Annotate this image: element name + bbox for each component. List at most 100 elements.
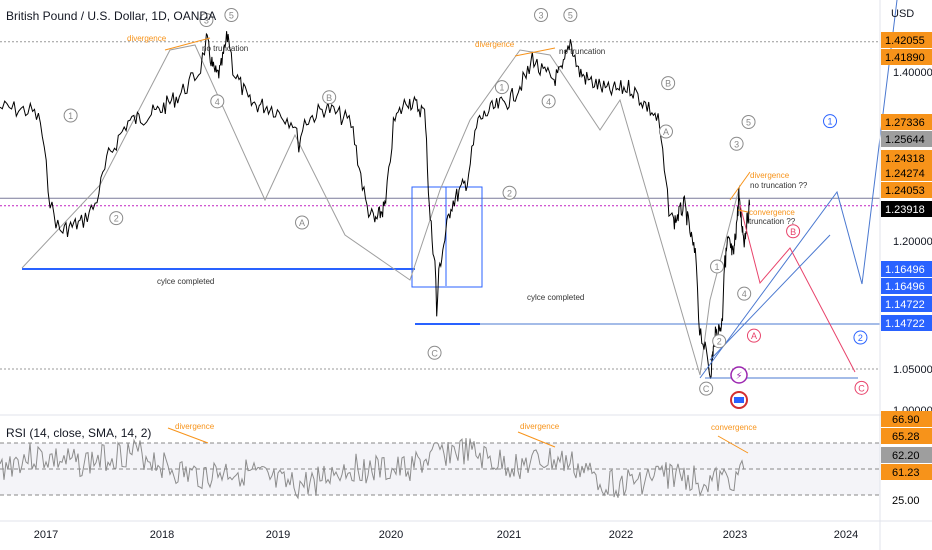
price-scale-tag — [881, 261, 932, 277]
wave-label: C — [431, 348, 438, 358]
price-scale-value: 1.27336 — [885, 117, 925, 129]
wave-label-circle — [737, 286, 752, 301]
wave-label: B — [790, 227, 796, 237]
wave-label-circle — [109, 211, 124, 226]
range-box — [411, 186, 483, 288]
wave-label: 1 — [715, 262, 720, 272]
wave-label-circle — [741, 114, 756, 129]
price-series — [0, 31, 751, 379]
projection-blue-2 — [709, 234, 831, 361]
wave-label: 1 — [499, 83, 504, 93]
price-tick: 1.05000 — [893, 364, 932, 376]
wave-label: 1 — [68, 111, 73, 121]
wave-label-circle — [563, 8, 578, 22]
price-scale-tag — [881, 182, 932, 198]
price-scale-value: 1.24274 — [885, 168, 925, 180]
rsi-scale-value: 66.90 — [892, 414, 920, 426]
time-tick: 2018 — [150, 529, 174, 541]
currency-label: USD — [891, 8, 915, 20]
convergence-line — [737, 209, 749, 213]
wave-label-circle — [210, 94, 225, 109]
wave-label: 3 — [539, 11, 544, 21]
rsi-scale-tag — [881, 411, 932, 427]
lightning-icon — [730, 366, 748, 384]
wave-label-circle — [661, 76, 676, 91]
annotation-no-truncation: no truncation — [202, 44, 248, 53]
time-tick: 2017 — [34, 529, 58, 541]
wave-label-circle — [854, 380, 869, 395]
rsi-series — [0, 437, 745, 500]
time-tick: 2022 — [609, 529, 633, 541]
wave-label-circle — [746, 328, 761, 343]
overlay: divergence no truncation divergence no trun… — [63, 8, 869, 454]
wave-label: 2 — [858, 333, 863, 343]
lightning-glyph: ⚡ — [735, 371, 742, 382]
price-scale-tag — [881, 150, 932, 166]
wave-label: 1 — [828, 117, 833, 127]
wave-label-circle — [295, 215, 310, 230]
rsi-scale-tag — [881, 464, 932, 480]
wave-label-circle — [224, 8, 239, 22]
price-scale-value: 1.14722 — [885, 299, 925, 311]
rsi-scale-value: 62.20 — [892, 450, 920, 462]
rsi-annotation-divergence: divergence — [520, 422, 560, 431]
wave-label: 5 — [746, 117, 751, 127]
wave-label-circle — [699, 381, 714, 396]
time-tick: 2020 — [379, 529, 403, 541]
wave-label-circle — [853, 330, 868, 345]
wave-label-circle — [534, 8, 549, 22]
price-tick: 1.40000 — [893, 67, 932, 79]
wave-label-circle — [541, 94, 556, 109]
wave-label-circle — [502, 185, 517, 200]
wave-label-circle — [494, 80, 509, 95]
wave-label-circle — [729, 136, 744, 151]
wave-label-circle — [786, 224, 801, 239]
price-scale-tag — [881, 49, 932, 65]
wave-label: B — [665, 79, 671, 89]
price-scale-tag — [881, 165, 932, 181]
rsi-scale-tag — [881, 447, 932, 463]
price-scale-value: 1.25644 — [885, 134, 925, 146]
price-scale-tag — [881, 131, 932, 147]
annotation-no-truncation: no truncation — [559, 47, 605, 56]
annotation-cycle-completed: cylce completed — [157, 277, 214, 286]
wave-label: 3 — [734, 139, 739, 149]
divergence-line — [514, 47, 556, 57]
wave-label: A — [663, 127, 669, 137]
wave-label: C — [703, 384, 710, 394]
wave-label-circle — [658, 124, 673, 139]
rsi-annotation-divergence: divergence — [175, 422, 215, 431]
price-scale-value: 1.16496 — [885, 281, 925, 293]
wave-label: 5 — [568, 11, 573, 21]
wave-label: 2 — [114, 214, 119, 224]
wave-label-circle — [322, 90, 337, 105]
rsi-scale-value: 25.00 — [892, 495, 920, 507]
us-flag-fill — [734, 397, 744, 403]
wave-label: 2 — [717, 337, 722, 347]
wave-label-circle — [199, 13, 214, 27]
price-scale-value: 1.23918 — [885, 204, 925, 216]
rsi-band — [0, 443, 880, 495]
wave-label: B — [326, 93, 332, 103]
wave-label: C — [858, 383, 865, 393]
price-scale-value: 1.24053 — [885, 185, 925, 197]
annotation-convergence: convergence — [749, 208, 795, 217]
wave-label: 5 — [229, 11, 234, 21]
price-scale-value: 1.14722 — [885, 318, 925, 330]
rsi-scale-tag — [881, 428, 932, 444]
wave-label: 3 — [204, 16, 209, 26]
rsi-annotation-convergence: convergence — [711, 423, 757, 432]
price-scale-tag — [881, 32, 932, 48]
annotation-cycle-completed: cylce completed — [527, 293, 584, 302]
chart-title: British Pound / U.S. Dollar, 1D, OANDA — [6, 9, 217, 23]
annotation-truncation-q: truncation ?? — [749, 217, 796, 226]
rsi-divergence-line — [167, 427, 209, 444]
annotation-divergence: divergence — [750, 171, 790, 180]
wave-label: 2 — [507, 188, 512, 198]
projection-red — [739, 204, 856, 373]
price-scale-tag — [881, 315, 932, 331]
price-tick: 1.20000 — [893, 236, 932, 248]
wave-label-circle — [712, 334, 727, 349]
